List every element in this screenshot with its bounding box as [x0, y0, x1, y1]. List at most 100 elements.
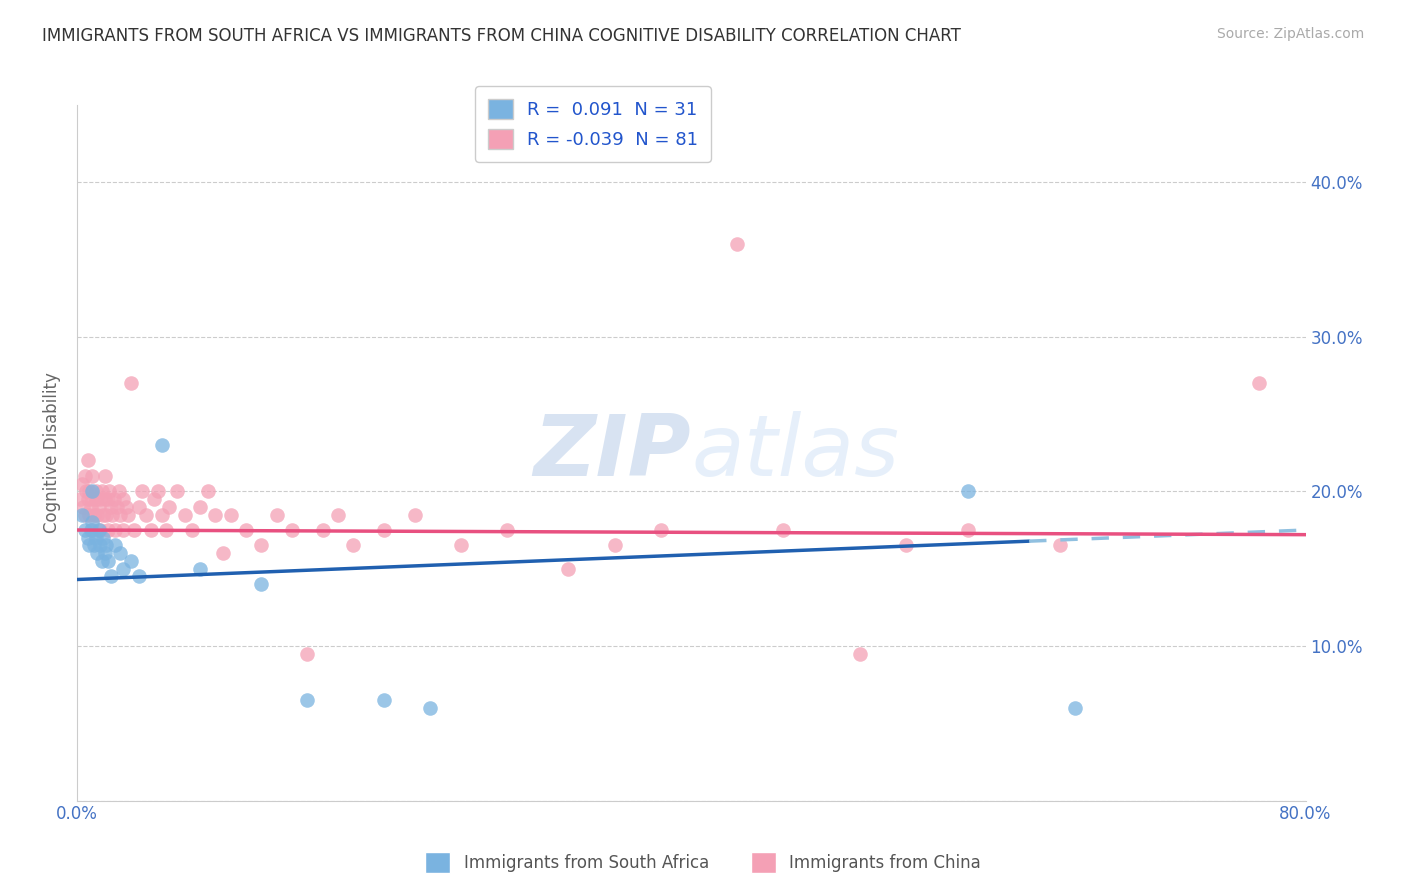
Point	[82, 469, 104, 483]
Point	[173, 508, 195, 522]
Point	[80, 500, 103, 514]
Text: ZIP: ZIP	[534, 411, 692, 494]
Point	[142, 492, 165, 507]
Point	[84, 484, 107, 499]
Point	[557, 562, 579, 576]
Point	[419, 701, 441, 715]
Legend: R =  0.091  N = 31, R = -0.039  N = 81: R = 0.091 N = 31, R = -0.039 N = 81	[475, 86, 711, 162]
Point	[155, 523, 177, 537]
Point	[73, 508, 96, 522]
Point	[89, 492, 111, 507]
Point	[603, 539, 626, 553]
Point	[86, 508, 108, 522]
Text: IMMIGRANTS FROM SOUTH AFRICA VS IMMIGRANTS FROM CHINA COGNITIVE DISABILITY CORRE: IMMIGRANTS FROM SOUTH AFRICA VS IMMIGRAN…	[42, 27, 962, 45]
Y-axis label: Cognitive Disability: Cognitive Disability	[44, 372, 60, 533]
Point	[181, 523, 204, 537]
Point	[150, 508, 173, 522]
Point	[157, 500, 180, 514]
Point	[235, 523, 257, 537]
Point	[75, 484, 97, 499]
Point	[91, 508, 114, 522]
Point	[1049, 539, 1071, 553]
Point	[105, 500, 128, 514]
Point	[197, 484, 219, 499]
Point	[84, 531, 107, 545]
Point	[312, 523, 335, 537]
Point	[76, 453, 98, 467]
Point	[96, 508, 118, 522]
Point	[212, 546, 235, 560]
Point	[112, 523, 135, 537]
Point	[84, 492, 107, 507]
Point	[70, 508, 93, 522]
Point	[188, 562, 211, 576]
Point	[404, 508, 426, 522]
Point	[83, 508, 105, 522]
Point	[128, 500, 150, 514]
Point	[250, 577, 273, 591]
Point	[93, 492, 115, 507]
Point	[496, 523, 519, 537]
Point	[83, 539, 105, 553]
Point	[342, 539, 364, 553]
Text: Source: ZipAtlas.com: Source: ZipAtlas.com	[1216, 27, 1364, 41]
Point	[82, 516, 104, 530]
Point	[107, 484, 129, 499]
Point	[772, 523, 794, 537]
Point	[79, 539, 101, 553]
Point	[97, 523, 120, 537]
Point	[1064, 701, 1087, 715]
Point	[70, 476, 93, 491]
Point	[82, 484, 104, 499]
Point	[326, 508, 349, 522]
Point	[96, 539, 118, 553]
Point	[90, 554, 112, 568]
Point	[93, 546, 115, 560]
Point	[373, 523, 395, 537]
Point	[135, 508, 157, 522]
Point	[219, 508, 242, 522]
Point	[166, 484, 188, 499]
Point	[80, 523, 103, 537]
Point	[122, 523, 145, 537]
Point	[76, 492, 98, 507]
Point	[725, 237, 748, 252]
Point	[87, 523, 110, 537]
Point	[103, 492, 125, 507]
Point	[112, 492, 135, 507]
Point	[100, 569, 122, 583]
Point	[76, 531, 98, 545]
Point	[100, 500, 122, 514]
Point	[73, 469, 96, 483]
Point	[120, 554, 142, 568]
Point	[128, 569, 150, 583]
Point	[104, 539, 127, 553]
Point	[139, 523, 162, 537]
Point	[93, 469, 115, 483]
Point	[131, 484, 153, 499]
Point	[450, 539, 472, 553]
Point	[82, 492, 104, 507]
Point	[148, 484, 170, 499]
Point	[373, 693, 395, 707]
Point	[69, 492, 91, 507]
Point	[150, 438, 173, 452]
Point	[98, 484, 121, 499]
Point	[73, 523, 96, 537]
Point	[101, 508, 124, 522]
Point	[108, 546, 131, 560]
Point	[79, 484, 101, 499]
Point	[204, 508, 226, 522]
Point	[115, 500, 138, 514]
Point	[250, 539, 273, 553]
Point	[896, 539, 918, 553]
Point	[104, 523, 127, 537]
Point	[112, 562, 135, 576]
Point	[297, 693, 319, 707]
Point	[72, 500, 94, 514]
Point	[108, 508, 131, 522]
Point	[956, 484, 979, 499]
Point	[82, 523, 104, 537]
Point	[97, 554, 120, 568]
Point	[120, 376, 142, 391]
